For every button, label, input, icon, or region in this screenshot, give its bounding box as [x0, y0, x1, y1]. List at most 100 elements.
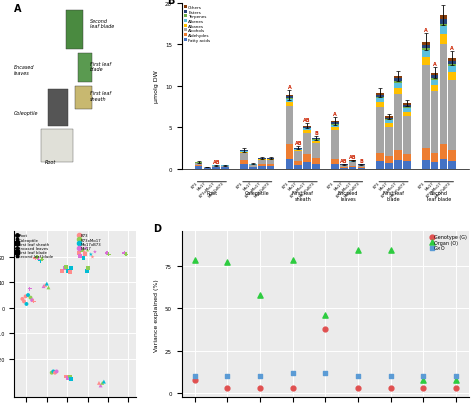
Point — [45, 284, 52, 291]
Text: First leaf
blade: First leaf blade — [90, 62, 111, 72]
G×O — [289, 370, 297, 376]
Bar — [394, 77, 402, 79]
Point — [76, 253, 84, 259]
Bar — [448, 65, 456, 67]
Bar — [312, 142, 320, 143]
Bar — [394, 79, 402, 82]
Bar — [403, 154, 411, 162]
Point — [83, 268, 91, 275]
Point — [95, 380, 103, 386]
Organ (O) — [322, 312, 329, 318]
Organ (O) — [224, 259, 231, 266]
Bar — [439, 159, 447, 169]
Bar — [240, 153, 248, 161]
Text: AB: AB — [212, 160, 220, 164]
Bar — [303, 134, 311, 154]
Point — [20, 298, 28, 305]
Bar — [249, 166, 257, 167]
Bar — [249, 167, 257, 168]
Text: D: D — [153, 224, 161, 234]
Text: B73: B73 — [418, 181, 426, 189]
Bar — [431, 79, 438, 80]
G×O — [224, 373, 231, 380]
G×O — [387, 373, 394, 380]
Bar — [294, 151, 302, 152]
Text: Coleoptile: Coleoptile — [245, 191, 270, 196]
Point — [50, 368, 57, 375]
Bar — [394, 83, 402, 89]
Bar — [312, 158, 320, 164]
Text: AB: AB — [349, 155, 356, 160]
Text: Mo17: Mo17 — [379, 181, 389, 191]
Legend: B73, B73xMo17, Mo17xB73, Mo17: B73, B73xMo17, Mo17xB73, Mo17 — [79, 234, 101, 250]
Text: Mo17: Mo17 — [424, 181, 435, 191]
Bar — [439, 27, 447, 35]
Bar — [221, 166, 229, 167]
Text: Second
leaf blade: Second leaf blade — [90, 19, 114, 29]
Bar — [422, 43, 429, 46]
Bar — [203, 168, 211, 169]
Bar — [385, 157, 393, 163]
Point — [78, 247, 86, 254]
Bar — [403, 117, 411, 154]
Point — [63, 373, 70, 380]
Bar — [448, 67, 456, 73]
Point — [67, 376, 75, 382]
Point — [99, 380, 106, 386]
Text: B73: B73 — [327, 181, 335, 189]
Text: B73xMo17: B73xMo17 — [335, 181, 353, 198]
Bar — [439, 16, 447, 20]
Legend: Genotype (G), Organ (O), G×O: Genotype (G), Organ (O), G×O — [430, 234, 467, 251]
Text: Mo17: Mo17 — [333, 181, 344, 191]
Organ (O) — [387, 247, 394, 254]
Text: Mo17xB73: Mo17xB73 — [299, 181, 316, 198]
Bar — [48, 90, 68, 126]
Bar — [403, 162, 411, 169]
Point — [27, 294, 34, 301]
Bar — [376, 103, 384, 108]
Bar — [285, 98, 293, 100]
Text: B: B — [167, 0, 174, 6]
Bar — [303, 129, 311, 131]
Point — [75, 250, 82, 257]
Bar — [258, 166, 265, 169]
Text: First leaf
sheath: First leaf sheath — [292, 191, 313, 201]
Bar — [303, 131, 311, 134]
Point — [28, 297, 36, 304]
Organ (O) — [289, 258, 297, 264]
Bar — [422, 49, 429, 51]
G×O — [355, 373, 362, 380]
Bar — [448, 73, 456, 80]
Organ (O) — [191, 258, 199, 264]
Bar — [448, 161, 456, 169]
Point — [35, 256, 43, 263]
Bar — [431, 85, 438, 92]
Bar — [403, 106, 411, 108]
Bar — [431, 73, 438, 76]
Y-axis label: μmolg DW: μmolg DW — [155, 70, 159, 103]
Bar — [394, 151, 402, 161]
Bar — [331, 160, 339, 164]
Bar — [285, 97, 293, 98]
Point — [64, 375, 72, 381]
Text: AB: AB — [303, 118, 311, 123]
Bar — [448, 62, 456, 65]
Bar — [422, 51, 429, 58]
Bar — [303, 128, 311, 129]
Bar — [439, 45, 447, 144]
G×O — [419, 373, 427, 380]
Point — [120, 250, 128, 257]
Bar — [431, 162, 438, 169]
Bar — [385, 120, 393, 121]
Bar — [431, 76, 438, 79]
Genotype (G) — [256, 385, 264, 392]
Text: A: A — [450, 46, 454, 51]
Point — [22, 293, 29, 300]
Text: Encased
leaves: Encased leaves — [14, 65, 35, 75]
Bar — [376, 93, 384, 96]
Point — [18, 296, 26, 303]
Point — [84, 265, 92, 272]
Text: B73: B73 — [236, 181, 244, 189]
Point — [48, 369, 55, 376]
Genotype (G) — [387, 385, 394, 392]
